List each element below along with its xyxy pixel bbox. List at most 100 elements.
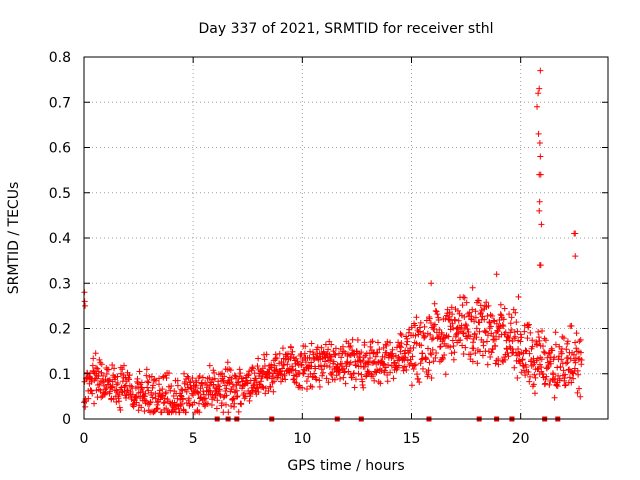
data-point	[475, 297, 482, 304]
data-point	[377, 380, 384, 387]
data-point	[282, 376, 289, 383]
data-point	[536, 139, 543, 146]
data-point	[177, 396, 184, 403]
data-point	[428, 351, 435, 358]
data-point	[306, 354, 313, 361]
data-point	[527, 373, 534, 380]
data-point	[320, 348, 327, 355]
data-point	[461, 313, 468, 320]
data-point	[431, 326, 438, 333]
data-point	[451, 349, 458, 356]
data-point	[241, 390, 248, 397]
data-point	[346, 343, 353, 350]
data-point	[102, 389, 109, 396]
data-point	[374, 339, 381, 346]
data-point	[196, 373, 203, 380]
data-point	[464, 326, 471, 333]
data-point	[342, 380, 349, 387]
data-point	[508, 326, 515, 333]
data-point	[490, 333, 497, 340]
data-point	[99, 377, 106, 384]
data-point	[412, 322, 419, 329]
data-point	[360, 384, 367, 391]
data-point	[527, 329, 534, 336]
data-point	[111, 365, 118, 372]
y-tick-label: 0.2	[49, 322, 71, 338]
data-point	[89, 362, 96, 369]
data-point	[577, 336, 584, 343]
data-point	[186, 401, 193, 408]
data-point	[381, 361, 388, 368]
data-point	[331, 376, 338, 383]
data-point	[179, 387, 186, 394]
data-point	[196, 409, 203, 416]
data-point	[432, 307, 439, 314]
data-point	[536, 361, 543, 368]
data-point	[460, 294, 467, 301]
data-point	[284, 361, 291, 368]
data-point	[385, 362, 392, 369]
data-point	[159, 386, 166, 393]
data-point	[206, 362, 213, 369]
data-point	[95, 368, 102, 375]
data-point	[370, 350, 377, 357]
data-point	[138, 404, 145, 411]
x-tick-label: 10	[293, 431, 311, 447]
data-point	[576, 385, 583, 392]
data-point	[304, 386, 311, 393]
data-point	[507, 320, 514, 327]
data-point	[369, 373, 376, 380]
data-point	[448, 350, 455, 357]
data-point	[212, 384, 219, 391]
data-point	[257, 378, 264, 385]
data-point	[389, 346, 396, 353]
data-point	[519, 356, 526, 363]
data-point	[217, 392, 224, 399]
data-point	[208, 401, 215, 408]
data-point	[233, 387, 240, 394]
data-point	[94, 375, 101, 382]
data-point	[176, 409, 183, 416]
data-point	[206, 374, 213, 381]
data-point	[383, 342, 390, 349]
data-point	[109, 383, 116, 390]
data-point	[398, 340, 405, 347]
data-point	[381, 367, 388, 374]
data-point	[462, 344, 469, 351]
data-point	[578, 357, 585, 364]
data-point	[531, 390, 538, 397]
data-point	[119, 366, 126, 373]
data-point	[556, 353, 562, 360]
data-point	[403, 341, 410, 348]
data-point	[267, 383, 274, 390]
data-point	[216, 386, 223, 393]
data-point	[469, 358, 476, 365]
data-point	[398, 331, 405, 338]
data-point	[552, 341, 559, 348]
data-point	[576, 338, 583, 345]
data-point	[199, 374, 206, 381]
data-point	[551, 354, 558, 361]
data-point	[413, 314, 420, 321]
data-point	[428, 374, 435, 381]
data-point	[537, 67, 544, 74]
data-point	[347, 359, 354, 366]
data-point	[320, 369, 327, 376]
data-point	[252, 375, 259, 382]
data-point	[265, 369, 272, 376]
data-point	[105, 366, 112, 373]
data-point	[361, 363, 368, 370]
data-point	[355, 370, 362, 377]
data-point	[459, 342, 466, 349]
data-point	[278, 359, 285, 366]
data-point	[529, 343, 536, 350]
data-point	[412, 361, 419, 368]
data-point	[421, 334, 428, 341]
data-point	[213, 405, 220, 412]
data-point	[301, 350, 308, 357]
data-point	[311, 370, 318, 377]
data-point	[318, 344, 325, 351]
data-point	[231, 372, 238, 379]
data-point	[421, 323, 428, 330]
data-point	[535, 334, 542, 341]
